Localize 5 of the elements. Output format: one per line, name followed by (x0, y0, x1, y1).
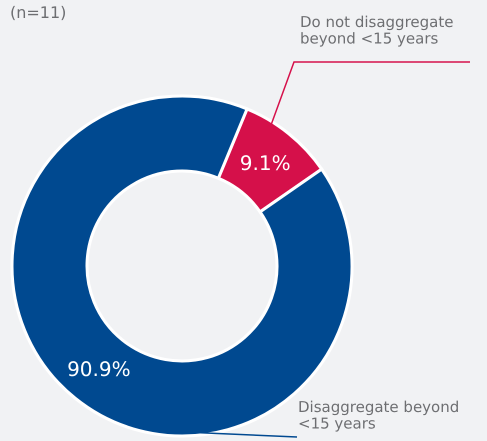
slice-label: Do not disaggregate beyond <15 years (300, 13, 454, 48)
data-label: 90.9% (67, 357, 131, 382)
chart-subtitle: (n=11) (10, 3, 66, 22)
data-label: 9.1% (240, 150, 291, 175)
slice-label: Disaggregate beyond <15 years (298, 398, 460, 432)
